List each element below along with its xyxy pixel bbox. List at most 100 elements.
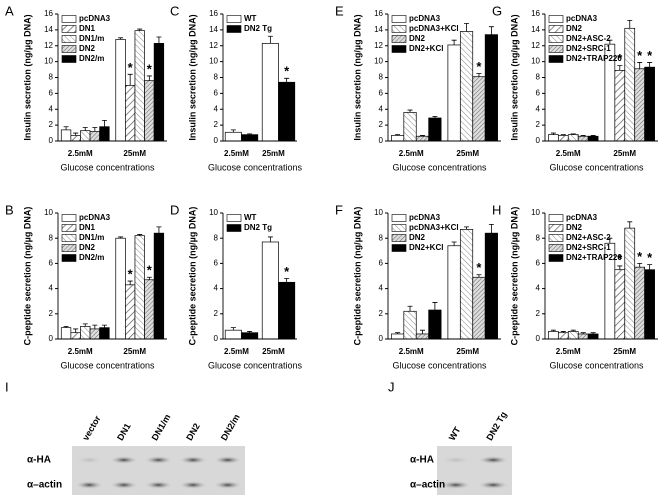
error-bar: [607, 237, 613, 244]
bar: [634, 266, 646, 340]
error-bar: [73, 328, 79, 333]
y-tick-label: 12: [44, 41, 53, 50]
bar: [89, 131, 100, 142]
y-tick-label: 4: [49, 284, 54, 293]
bar: [624, 227, 636, 340]
error-bar: [580, 135, 586, 137]
legend-swatch: [61, 224, 77, 232]
significance-marker: *: [617, 51, 623, 66]
error-bar: [284, 77, 290, 83]
bar: [428, 117, 442, 142]
error-bar: [476, 73, 482, 77]
bar: [60, 327, 72, 340]
legend-swatch: [61, 244, 77, 252]
legend-swatch: [548, 254, 564, 262]
bar: [391, 333, 405, 340]
error-bar: [92, 324, 98, 329]
error-bar: [156, 226, 162, 234]
y-tick-label: 14: [374, 25, 383, 34]
legend-swatch: [391, 15, 407, 23]
bar: [472, 276, 486, 340]
bar: [261, 241, 279, 340]
blot-band: [144, 456, 173, 464]
legend-label: DN2: [566, 24, 583, 33]
y-axis-label: C-peptide secretion (ng/µg DNA): [509, 207, 519, 346]
legend-label: DN2+SRC-1: [566, 44, 611, 53]
y-tick-label: 6: [379, 259, 384, 268]
error-bar: [247, 331, 253, 333]
y-tick-label: 2: [536, 120, 541, 129]
bar: [634, 68, 646, 142]
bar: [144, 279, 155, 340]
error-bar: [127, 73, 133, 86]
error-bar: [82, 127, 88, 131]
row-label: α–actin: [27, 480, 62, 491]
x-tick-label: 25mM: [613, 347, 636, 356]
x-axis-label: Glucose concentrations: [392, 162, 487, 172]
bar: [472, 76, 486, 142]
blot-band: [75, 481, 104, 489]
x-tick-label: 2.5mM: [68, 149, 93, 158]
legend-label: DN2 Tg: [244, 24, 272, 33]
legend-swatch: [391, 25, 407, 33]
legend-swatch: [548, 55, 564, 63]
y-tick-label: 14: [209, 25, 218, 34]
legend-swatch: [61, 214, 77, 222]
significance-marker: *: [637, 48, 643, 63]
y-tick-label: 16: [44, 9, 53, 18]
legend-swatch: [391, 244, 407, 252]
error-bar: [247, 133, 253, 135]
legend-swatch: [226, 15, 242, 23]
significance-marker: *: [128, 266, 134, 281]
bar: [125, 85, 136, 142]
legend-swatch: [548, 15, 564, 23]
bar: [587, 135, 599, 142]
y-tick-label: 6: [49, 88, 54, 97]
legend-label: DN2+TRAP220: [566, 54, 622, 63]
error-bar: [580, 332, 586, 334]
y-tick-label: 16: [374, 9, 383, 18]
error-bar: [407, 109, 413, 113]
y-tick-label: 0: [214, 136, 219, 145]
y-tick-label: 16: [531, 9, 540, 18]
legend-swatch: [391, 35, 407, 43]
y-tick-label: 4: [536, 104, 541, 113]
x-tick-label: 2.5mM: [68, 347, 93, 356]
error-bar: [92, 127, 98, 132]
y-tick-label: 10: [531, 208, 540, 217]
y-axis-label: Insulin secretion (ng/µg DNA): [187, 14, 197, 140]
y-tick-label: 6: [379, 88, 384, 97]
x-axis-label: Glucose concentrations: [60, 162, 155, 172]
lane-label: DN2 Tg: [484, 410, 508, 442]
panel-label: D: [170, 202, 179, 217]
axes: [387, 14, 501, 142]
significance-marker: *: [147, 263, 153, 278]
legend-swatch: [548, 35, 564, 43]
blot-band: [478, 456, 509, 464]
error-bar: [464, 226, 470, 230]
blot-band: [440, 481, 471, 489]
y-tick-label: 4: [214, 104, 219, 113]
legend-label: pcDNA3+KCl: [409, 24, 459, 33]
y-tick-label: 8: [49, 233, 54, 242]
bar: [153, 43, 165, 142]
significance-marker: *: [637, 249, 643, 264]
blot-band: [213, 481, 242, 489]
error-bar: [395, 134, 401, 136]
y-tick-label: 10: [209, 57, 218, 66]
bar: [115, 237, 126, 340]
panel-label: I: [5, 379, 9, 394]
error-bar: [607, 39, 613, 45]
significance-marker: *: [284, 264, 290, 279]
row-label: α–actin: [410, 480, 445, 491]
bar: [134, 235, 145, 340]
x-axis-label: Glucose concentrations: [60, 360, 155, 370]
error-bar: [432, 302, 438, 311]
error-bar: [230, 327, 236, 331]
error-bar: [570, 329, 576, 332]
y-axis-label: Insulin secretion (ng/µg DNA): [22, 14, 32, 140]
y-tick-label: 2: [49, 120, 54, 129]
y-tick-label: 2: [379, 120, 384, 129]
y-axis-label: C-peptide secretion (ng/µg DNA): [187, 207, 197, 346]
